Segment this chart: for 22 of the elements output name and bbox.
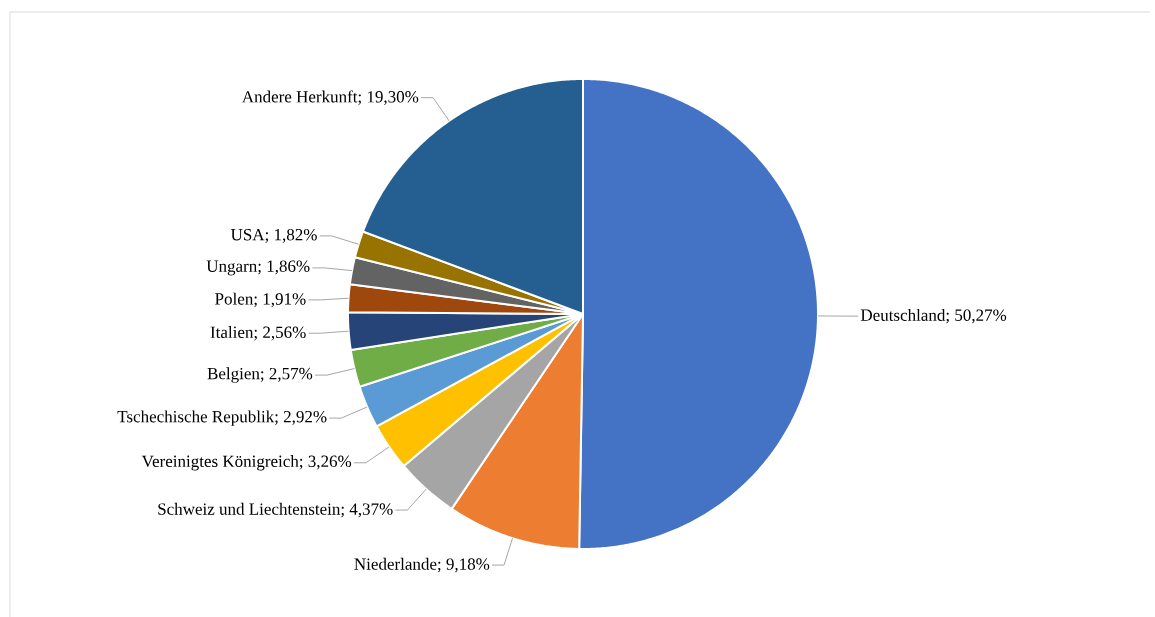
slice-label: Tschechische Republik xyxy=(117,410,275,426)
slice-label: Schweiz und Liechtenstein xyxy=(158,502,341,515)
slice-label: USA xyxy=(230,228,265,241)
data-label: ; 1,91% xyxy=(254,292,306,307)
data-label: ; 2,57% xyxy=(260,367,313,382)
data-label: ; 9,18% xyxy=(437,558,490,573)
slice-label: Andere Herkunft xyxy=(241,90,358,103)
slice-label: Italien xyxy=(210,325,254,338)
data-label: ; 3,26% xyxy=(299,455,352,470)
data-label: ; 1,86% xyxy=(258,260,310,275)
slice-label: Niederlande xyxy=(354,557,437,570)
data-label: ; 4,37% xyxy=(341,503,393,518)
data-label: ; 1,82% xyxy=(265,228,317,243)
slice-label: Deutschland xyxy=(860,308,946,321)
data-label: ; 19,30% xyxy=(358,90,419,105)
slice-label: Belgien xyxy=(207,367,260,383)
data-label: ; 50,27% xyxy=(946,309,1007,324)
slice-label: Polen xyxy=(215,292,254,305)
slice-label: Vereinigtes Königreich xyxy=(141,454,299,471)
data-label: ; 2,56% xyxy=(254,326,306,341)
data-label: ; 2,92% xyxy=(275,410,327,425)
slice-label: Ungarn xyxy=(206,260,257,276)
